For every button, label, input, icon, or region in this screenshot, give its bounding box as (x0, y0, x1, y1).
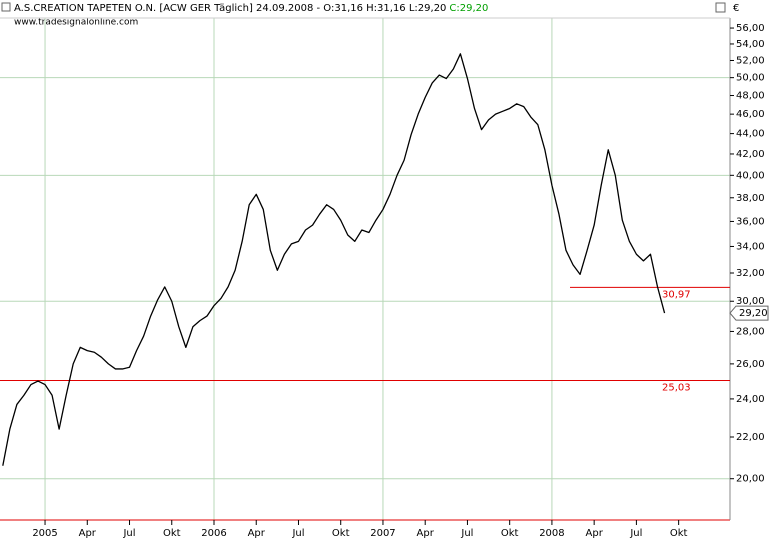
window-icon[interactable] (715, 2, 726, 13)
last-price-label: 29,20 (739, 308, 768, 319)
y-tick-label: 28,00 (736, 326, 765, 337)
x-tick-label: Jul (629, 528, 642, 539)
x-tick-label: 2005 (32, 528, 57, 539)
y-tick-label: 50,00 (736, 73, 765, 84)
menu-icon[interactable] (1, 2, 11, 12)
x-tick-label: Jul (291, 528, 304, 539)
x-tick-label: Apr (79, 528, 97, 539)
last-price-tag (729, 305, 769, 321)
chart-title: A.S.CREATION TAPETEN O.N. [ACW GER Tägli… (14, 3, 488, 14)
x-tick-label: 2008 (539, 528, 564, 539)
x-tick-label: Apr (586, 528, 604, 539)
x-tick-label: Jul (122, 528, 135, 539)
x-tick-label: 2006 (201, 528, 226, 539)
currency: € (733, 3, 739, 14)
y-tick-label: 44,00 (736, 129, 765, 140)
y-tick-label: 38,00 (736, 193, 765, 204)
x-tick-label: 2007 (370, 528, 395, 539)
x-tick-label: Okt (163, 528, 181, 539)
y-tick-label: 42,00 (736, 149, 765, 160)
y-tick-label: 52,00 (736, 55, 765, 66)
y-tick-label: 46,00 (736, 109, 765, 120)
y-tick-label: 26,00 (736, 359, 765, 370)
x-tick-label: Apr (248, 528, 266, 539)
reference-label: 25,03 (662, 383, 691, 394)
y-tick-label: 22,00 (736, 432, 765, 443)
y-tick-label: 48,00 (736, 91, 765, 102)
x-tick-label: Jul (460, 528, 473, 539)
x-tick-label: Okt (670, 528, 688, 539)
y-tick-label: 24,00 (736, 394, 765, 405)
y-tick-label: 54,00 (736, 39, 765, 50)
y-tick-label: 40,00 (736, 170, 765, 181)
y-tick-label: 30,00 (736, 296, 765, 307)
close-label: C:29,20 (449, 3, 488, 14)
y-tick-label: 36,00 (736, 216, 765, 227)
price-line (2, 53, 666, 466)
y-tick-label: 32,00 (736, 268, 765, 279)
source: www.tradesignalonline.com (14, 18, 138, 28)
x-tick-label: Okt (332, 528, 350, 539)
x-tick-label: Apr (417, 528, 435, 539)
reference-label: 30,97 (662, 289, 691, 300)
x-tick-label: Okt (501, 528, 519, 539)
y-tick-label: 56,00 (736, 23, 765, 34)
y-tick-label: 20,00 (736, 474, 765, 485)
y-tick-label: 34,00 (736, 241, 765, 252)
title-text: A.S.CREATION TAPETEN O.N. [ACW GER Tägli… (14, 3, 446, 14)
